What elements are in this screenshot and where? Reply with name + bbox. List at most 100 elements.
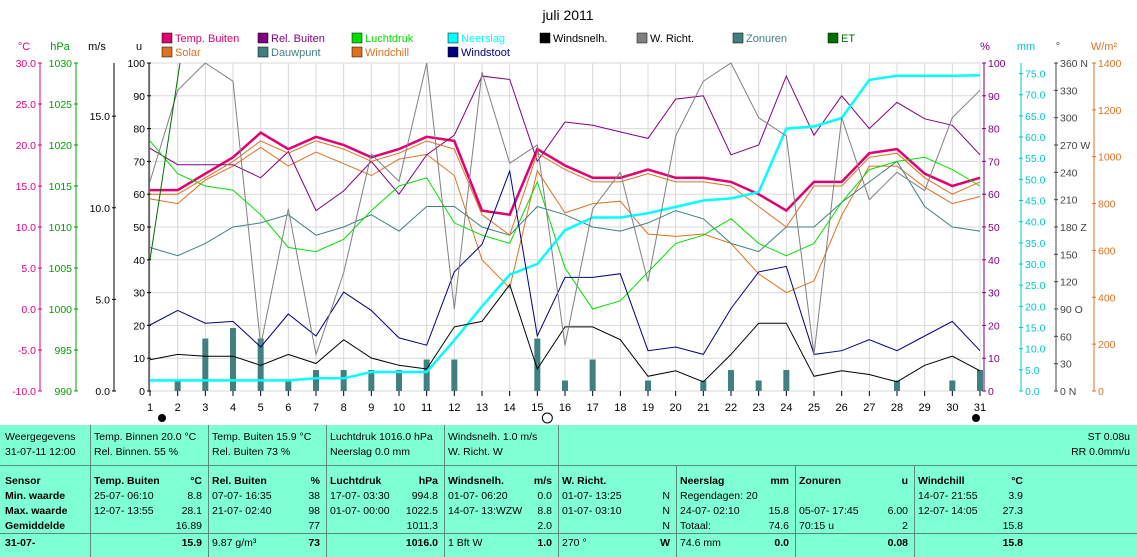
table-value: W xyxy=(660,537,670,549)
axis-tick-solar_wm2: 1000 xyxy=(1098,152,1122,164)
legend-entry: Windchill xyxy=(365,47,409,59)
axis-tick-humidity_pct: 10 xyxy=(988,353,1000,365)
column-unit: u xyxy=(901,475,908,487)
axis-tick-humidity_pct: 20 xyxy=(988,320,1000,332)
x-tick-label: 28 xyxy=(891,402,903,414)
axis-tick-hours_u: 30 xyxy=(133,288,145,300)
table-divider xyxy=(558,425,559,465)
axis-tick-rain_mm: 55.0 xyxy=(1025,153,1046,165)
table-cell: Totaal: xyxy=(680,520,711,532)
zonuren-bar xyxy=(783,370,790,391)
axis-label-solar_wm2: W/m² xyxy=(1091,41,1118,53)
table-divider xyxy=(914,465,915,557)
axis-tick-hours_u: 50 xyxy=(133,222,145,234)
table-divider xyxy=(795,465,796,557)
axis-tick-temp_c: 5.0 xyxy=(21,263,36,275)
table-value: 0.0 xyxy=(774,537,789,549)
series-luchtdruk xyxy=(149,140,981,310)
x-tick-label: 21 xyxy=(697,402,709,414)
x-tick-label: 1 xyxy=(147,402,153,414)
table-cell: 17-07- 03:30 xyxy=(330,490,390,502)
axis-tick-direction_deg: 210 xyxy=(1060,195,1078,207)
top-info: Windsnelh. 1.0 m/s xyxy=(448,431,538,443)
legend-swatch xyxy=(161,46,173,58)
legend-swatch xyxy=(827,32,839,44)
table-divider xyxy=(558,465,559,557)
x-tick-label: 9 xyxy=(368,402,374,414)
axis-tick-hours_u: 20 xyxy=(133,320,145,332)
table-cell: 74.6 mm xyxy=(680,537,721,549)
top-info: W. Richt. W xyxy=(448,446,503,458)
axis-tick-solar_wm2: 400 xyxy=(1098,292,1116,304)
column-header: Temp. Buiten xyxy=(94,475,160,487)
axis-tick-direction_deg: 150 xyxy=(1060,249,1078,261)
x-tick-label: 18 xyxy=(614,402,626,414)
column-header: Windchill xyxy=(918,475,965,487)
table-divider xyxy=(90,465,91,557)
axis-tick-direction_deg: 180 Z xyxy=(1060,222,1087,234)
axis-tick-rain_mm: 0.0 xyxy=(1025,386,1040,398)
table-value: 994.8 xyxy=(411,490,438,502)
axis-tick-pressure_hpa: 1015 xyxy=(49,181,73,193)
table-value: 15.8 xyxy=(768,505,789,517)
series-solar xyxy=(149,146,981,294)
axis-tick-temp_c: 0.0 xyxy=(21,304,36,316)
axis-tick-temp_c: -10.0 xyxy=(12,386,36,398)
axis-tick-pressure_hpa: 1025 xyxy=(49,99,73,111)
table-value: 2.0 xyxy=(537,520,552,532)
table-cell: 12-07- 14:05 xyxy=(918,505,978,517)
axis-tick-rain_mm: 35.0 xyxy=(1025,238,1046,250)
axis-tick-rain_mm: 5.0 xyxy=(1025,365,1040,377)
table-value: 98 xyxy=(308,505,320,517)
x-tick-label: 8 xyxy=(341,402,347,414)
zonuren-bar xyxy=(174,380,181,391)
zonuren-bar xyxy=(977,370,983,391)
table-divider xyxy=(0,465,1137,466)
column-unit: % xyxy=(310,475,320,487)
legend-swatch xyxy=(161,32,173,44)
axis-tick-rain_mm: 70.0 xyxy=(1025,90,1046,102)
legend-entry: Rel. Buiten xyxy=(271,33,325,45)
axis-tick-direction_deg: 270 W xyxy=(1060,140,1090,152)
table-value: 1016.0 xyxy=(405,537,438,549)
axis-tick-rain_mm: 60.0 xyxy=(1025,132,1046,144)
table-cell: 07-07- 16:35 xyxy=(212,490,272,502)
table-cell: 9.87 g/m³ xyxy=(212,537,257,549)
table-value: 2 xyxy=(902,520,908,532)
table-cell: 12-07- 13:55 xyxy=(94,505,154,517)
axis-label-pressure_hpa: hPa xyxy=(50,41,70,53)
chart-title: juli 2011 xyxy=(541,7,593,23)
table-value: N xyxy=(662,520,670,532)
x-tick-label: 23 xyxy=(753,402,765,414)
column-unit: °C xyxy=(190,475,202,487)
axis-tick-hours_u: 10 xyxy=(133,353,145,365)
zonuren-bar xyxy=(396,370,402,391)
axis-tick-pressure_hpa: 990 xyxy=(54,386,72,398)
legend-swatch xyxy=(732,32,744,44)
axis-label-wind_ms: m/s xyxy=(88,41,106,53)
axis-tick-wind_ms: 5.0 xyxy=(95,294,110,306)
axis-tick-humidity_pct: 70 xyxy=(988,156,1000,168)
zonuren-bar xyxy=(534,338,541,391)
legend-entry: ET xyxy=(841,33,855,45)
axis-tick-rain_mm: 30.0 xyxy=(1025,259,1046,271)
table-cell: 14-07- 13:WZW xyxy=(448,505,523,517)
column-header: Neerslag xyxy=(680,475,725,487)
table-value: 1.0 xyxy=(537,537,552,549)
legend-swatch xyxy=(636,32,648,44)
table-value: 77 xyxy=(308,520,320,532)
x-tick-label: 29 xyxy=(919,402,931,414)
table-value: 1022.5 xyxy=(405,505,438,517)
table-divider xyxy=(326,465,327,557)
row-label: Gemiddelde xyxy=(5,520,66,532)
axis-tick-rain_mm: 25.0 xyxy=(1025,280,1046,292)
top-info: Rel. Binnen. 55 % xyxy=(94,446,179,458)
x-tick-label: 16 xyxy=(559,402,571,414)
axis-tick-rain_mm: 65.0 xyxy=(1025,111,1046,123)
series-w-richt- xyxy=(149,62,981,357)
zonuren-bar xyxy=(894,380,900,391)
legend-swatch xyxy=(447,46,459,58)
axis-tick-temp_c: 15.0 xyxy=(16,181,37,193)
zonuren-bar xyxy=(340,370,347,391)
axis-label-hours_u: u xyxy=(136,41,142,53)
